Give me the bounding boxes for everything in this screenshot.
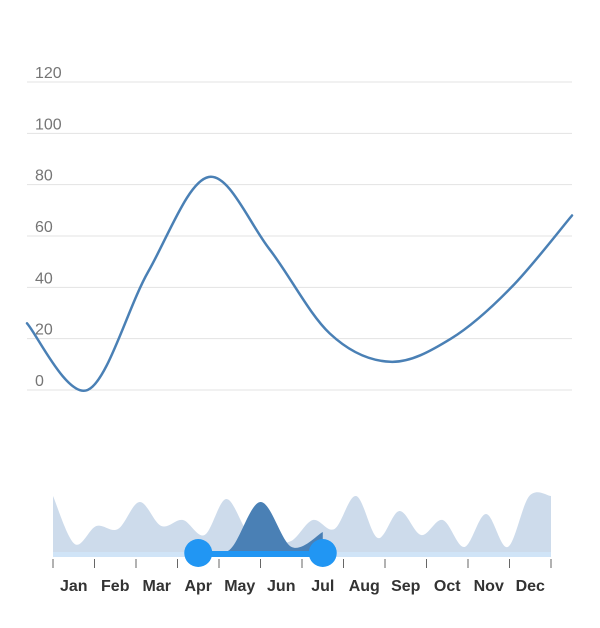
y-tick-label: 40 <box>35 270 53 287</box>
range-start-handle[interactable] <box>184 539 213 567</box>
month-label: Apr <box>184 578 212 595</box>
month-axis: Jan Feb Mar Apr May Jun Jul Aug Sep Oct Nov Dec <box>52 559 552 595</box>
month-label: Dec <box>516 578 545 595</box>
y-tick-label: 0 <box>35 373 44 390</box>
navigator-selected-track[interactable] <box>198 551 323 557</box>
y-tick-label: 20 <box>35 322 53 339</box>
series-line <box>25 175 574 392</box>
month-label: Oct <box>434 578 461 595</box>
navigator-selected-area <box>198 501 323 554</box>
series-group <box>25 175 574 392</box>
y-tick-label: 120 <box>35 65 62 82</box>
month-label: Aug <box>349 578 380 595</box>
range-navigator[interactable] <box>53 492 551 567</box>
month-label: Mar <box>143 578 171 595</box>
navigator-area <box>53 492 551 553</box>
month-label: Feb <box>101 578 130 595</box>
month-label: Nov <box>474 578 504 595</box>
month-label: Jun <box>267 578 295 595</box>
month-label: Jan <box>60 578 88 595</box>
month-label: May <box>224 578 255 595</box>
y-axis-ticks: 120 100 80 60 40 20 0 <box>35 65 62 390</box>
y-tick-label: 100 <box>35 116 62 133</box>
y-grid <box>27 81 572 391</box>
range-end-handle[interactable] <box>308 539 337 567</box>
y-tick-label: 60 <box>35 219 53 236</box>
month-label: Sep <box>391 578 421 595</box>
month-label: Jul <box>311 578 334 595</box>
y-tick-label: 80 <box>35 168 53 185</box>
